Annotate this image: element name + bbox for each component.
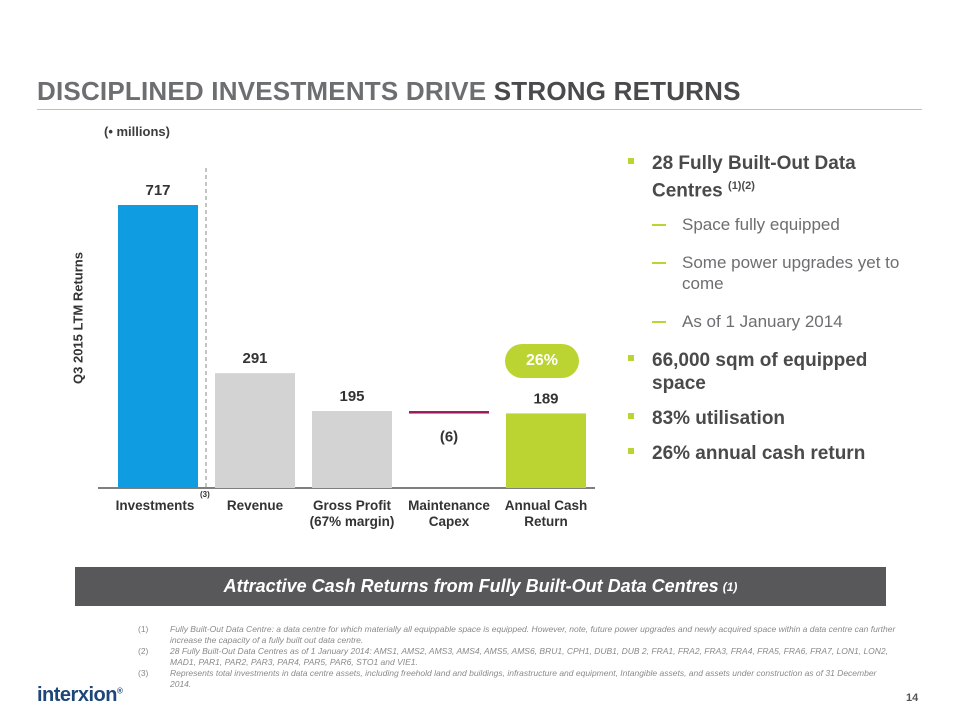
summary-banner: Attractive Cash Returns from Fully Built… — [75, 567, 886, 606]
sub-bullet-item: As of 1 January 2014 — [626, 311, 926, 332]
bar-2 — [312, 411, 392, 488]
bullet-item: 66,000 sqm of equipped space — [626, 349, 926, 395]
sub-bullet-item: Space fully equipped — [626, 214, 926, 235]
company-logo: interxion® — [37, 684, 123, 706]
page-number: 14 — [906, 692, 919, 704]
tick-label-2-line2: (67% margin) — [310, 514, 395, 529]
dash-bullet-icon — [652, 224, 666, 227]
bullet-item: 28 Fully Built-Out Data Centres (1)(2) — [626, 152, 926, 202]
footnotes: (1) Fully Built-Out Data Centre: a data c… — [138, 624, 900, 690]
return-badge: 26% — [505, 344, 579, 378]
bar-3 — [409, 411, 489, 414]
square-bullet-icon — [628, 355, 634, 362]
footnote: (2) 28 Fully Built-Out Data Centres as of… — [138, 646, 889, 667]
square-bullet-icon — [628, 448, 634, 455]
page-title: DISCIPLINED INVESTMENTS DRIVE STRONG RET… — [37, 76, 741, 107]
tick-label-2: Gross Profit — [313, 498, 392, 513]
tick-label-1: Revenue — [227, 498, 284, 513]
bar-1 — [215, 373, 295, 488]
value-label-4: 189 — [533, 390, 558, 407]
bullet-list: 28 Fully Built-Out Data Centres (1)(2) S… — [626, 152, 926, 477]
square-bullet-icon — [628, 413, 634, 420]
sub-bullet-item: Some power upgrades yet to come — [626, 252, 926, 294]
value-label-0: 717 — [145, 182, 170, 199]
tick-label-3-line2: Capex — [429, 514, 470, 529]
bullet-item: 26% annual cash return — [626, 442, 926, 465]
footnote: (3) Represents total investments in data … — [138, 668, 877, 689]
footnote: (1) Fully Built-Out Data Centre: a data c… — [138, 624, 896, 645]
units-label: (• millions) — [104, 124, 170, 139]
bullet-item: 83% utilisation — [626, 407, 926, 430]
dash-bullet-icon — [652, 321, 666, 324]
title-part-2: STRONG RETURNS — [493, 76, 741, 106]
value-label-1: 291 — [242, 350, 267, 367]
bar-4 — [506, 413, 586, 488]
bar-0 — [118, 205, 198, 488]
square-bullet-icon — [628, 158, 634, 164]
title-divider — [37, 109, 922, 110]
value-label-2: 195 — [339, 388, 364, 405]
tick-label-0: Investments — [116, 498, 195, 513]
tick-label-3: Maintenance — [408, 498, 490, 513]
dash-bullet-icon — [652, 262, 666, 265]
title-part-1: DISCIPLINED INVESTMENTS DRIVE — [37, 76, 487, 106]
value-label-3: (6) — [440, 429, 458, 446]
tick-label-4-line2: Return — [524, 514, 568, 529]
investments-footnote-ref: (3) — [200, 490, 210, 499]
tick-label-4: Annual Cash — [505, 498, 588, 513]
